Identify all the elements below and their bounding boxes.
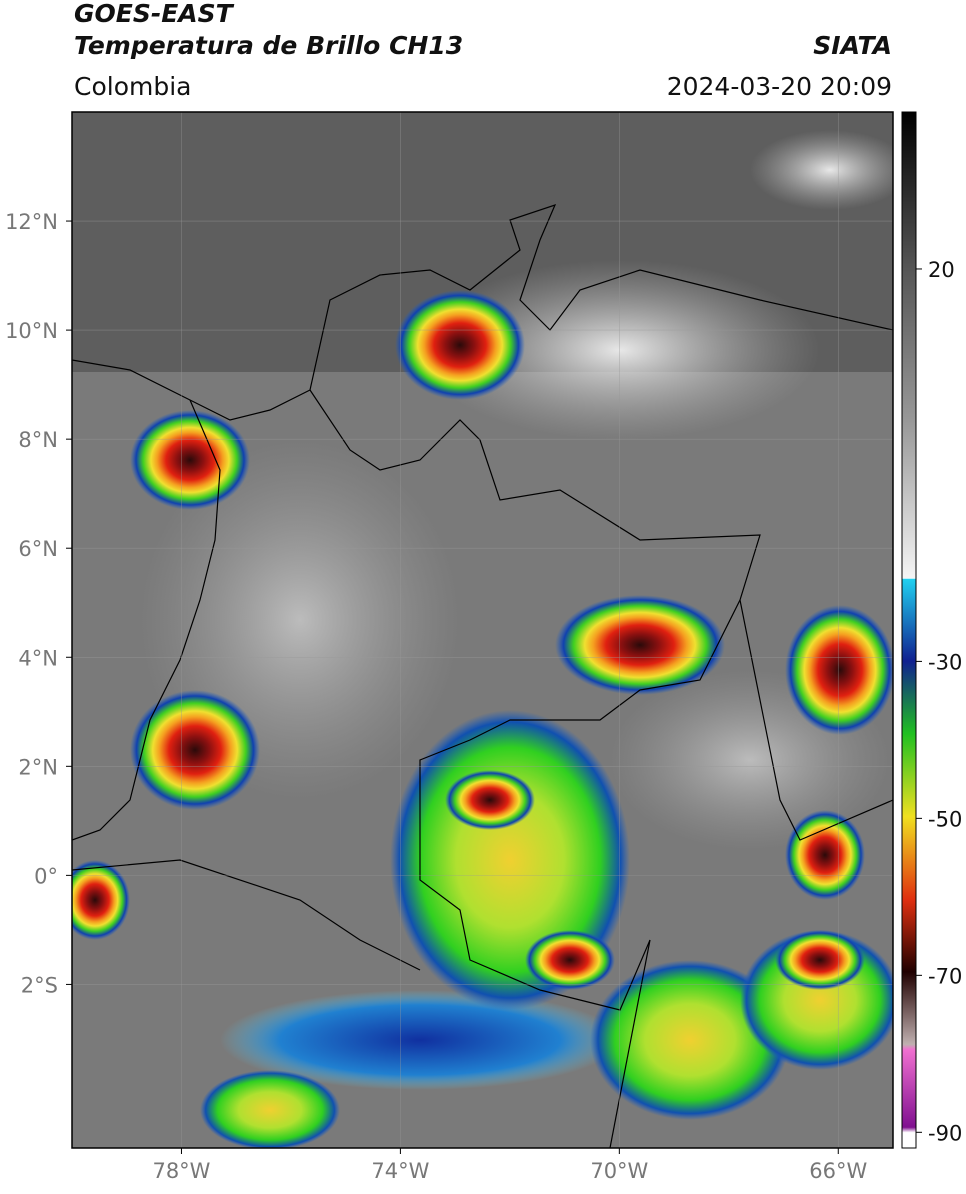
- lat-tick-label: 10°N: [5, 319, 58, 343]
- lon-tick-label: 70°W: [590, 1159, 648, 1183]
- lat-tick-label: 12°N: [5, 210, 58, 234]
- satellite-image: [72, 112, 893, 1148]
- map-frame: [71, 111, 894, 1149]
- product-title: Temperatura de Brillo CH13: [74, 31, 463, 60]
- satellite-title: GOES-EAST: [74, 0, 235, 28]
- colorbar: [901, 111, 917, 1149]
- source-label: SIATA: [813, 31, 892, 60]
- datetime-label: 2024-03-20 20:09: [667, 72, 892, 101]
- colorbar-tick-label: -30: [928, 650, 962, 674]
- lat-tick-label: 0°: [34, 864, 58, 888]
- lat-tick-label: 2°N: [18, 755, 58, 779]
- grid: [72, 112, 893, 1148]
- region-label: Colombia: [74, 72, 191, 101]
- colorbar-tick-label: -70: [928, 964, 962, 988]
- lon-tick-label: 74°W: [371, 1159, 429, 1183]
- lon-tick-label: 66°W: [809, 1159, 867, 1183]
- colorbar-tick-label: -50: [928, 807, 962, 831]
- lon-tick-label: 78°W: [152, 1159, 210, 1183]
- lat-tick-label: 8°N: [18, 428, 58, 452]
- colorbar-tick-label: 20: [928, 258, 955, 282]
- lat-tick-label: 6°N: [18, 537, 58, 561]
- lat-tick-label: 4°N: [18, 646, 58, 670]
- lat-tick-label: 2°S: [21, 973, 58, 997]
- colorbar-tick-label: -90: [928, 1121, 962, 1145]
